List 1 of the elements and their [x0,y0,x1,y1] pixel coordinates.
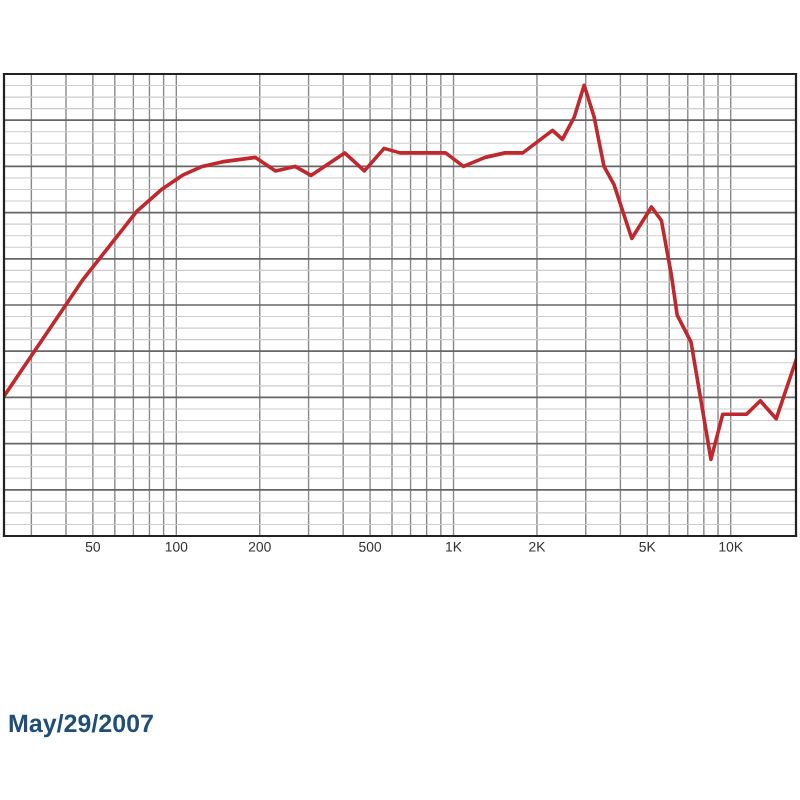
text: May/29/2007 [9,713,153,738]
